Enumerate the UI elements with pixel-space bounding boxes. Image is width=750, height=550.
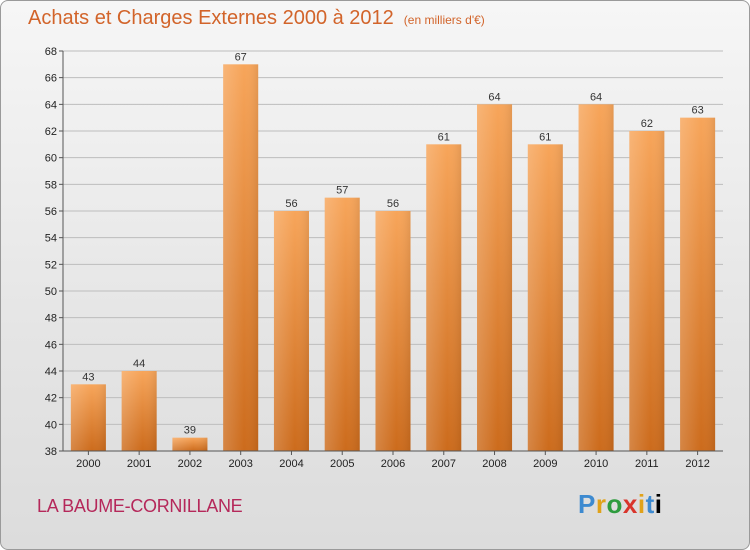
y-tick-label: 44: [45, 366, 57, 378]
data-label: 61: [438, 131, 450, 143]
x-tick-label: 2008: [482, 458, 506, 470]
brand-logo: Proxiti: [578, 489, 662, 520]
bar-highlight: [426, 144, 462, 452]
bar-highlight: [172, 437, 208, 451]
x-tick-label: 2003: [228, 458, 252, 470]
data-label: 62: [641, 118, 653, 130]
y-tick-label: 64: [45, 99, 57, 111]
x-tick-label: 2012: [685, 458, 709, 470]
y-tick-label: 46: [45, 339, 57, 351]
bar-highlight: [121, 371, 157, 451]
bar-highlight: [629, 131, 665, 451]
bar-highlight: [273, 211, 309, 451]
data-label: 61: [539, 131, 551, 143]
y-tick-label: 42: [45, 393, 57, 405]
y-tick-label: 56: [45, 206, 57, 218]
brand-letter: o: [606, 489, 623, 519]
x-tick-label: 2004: [279, 458, 303, 470]
chart-title-text: Achats et Charges Externes 2000 à 2012: [28, 7, 394, 29]
brand-letter: x: [622, 489, 638, 519]
y-tick-label: 54: [45, 233, 57, 245]
y-tick-label: 58: [45, 179, 57, 191]
brand-letter: i: [637, 489, 646, 519]
data-label: 43: [82, 371, 94, 383]
bar-highlight: [527, 144, 563, 452]
y-tick-label: 40: [45, 419, 57, 431]
chart-title: Achats et Charges Externes 2000 à 2012 (e…: [28, 7, 485, 30]
data-label: 56: [387, 198, 399, 210]
y-tick-label: 68: [45, 46, 57, 58]
y-tick-label: 60: [45, 153, 57, 165]
bar-highlight: [477, 104, 513, 451]
y-tick-label: 52: [45, 259, 57, 271]
x-tick-label: 2001: [127, 458, 151, 470]
bar-highlight: [578, 104, 614, 451]
x-tick-label: 2000: [76, 458, 100, 470]
brand-letter: P: [578, 489, 596, 519]
brand-letter: i: [654, 489, 663, 519]
bar-highlight: [680, 117, 716, 452]
axes: 38 40 42 44 46 48 50 52 54 56 58 60 62 64 66 68 2000 2001…: [45, 46, 723, 470]
x-tick-label: 2011: [635, 458, 659, 470]
x-tick-label: 2007: [432, 458, 456, 470]
place-name: LA BAUME-CORNILLANE: [37, 496, 243, 516]
brand-letter: r: [595, 489, 607, 519]
data-label: 64: [590, 91, 602, 103]
x-tick-label: 2009: [533, 458, 557, 470]
y-tick-label: 38: [45, 446, 57, 458]
bar-highlight: [324, 197, 360, 451]
y-tick-label: 62: [45, 126, 57, 138]
data-label: 44: [133, 358, 145, 370]
data-label: 56: [285, 198, 297, 210]
x-tick-label: 2010: [584, 458, 608, 470]
bar-highlight: [70, 384, 106, 451]
y-tick-label: 66: [45, 73, 57, 85]
bar-highlight: [375, 211, 411, 451]
data-label: 67: [235, 51, 247, 63]
data-label: 64: [488, 91, 500, 103]
data-label: 39: [184, 425, 196, 437]
y-tick-label: 48: [45, 313, 57, 325]
x-tick-label: 2006: [381, 458, 405, 470]
bar-highlight: [223, 64, 259, 452]
x-tick-label: 2005: [330, 458, 354, 470]
brand-letter: t: [645, 489, 655, 519]
data-label: 63: [691, 105, 703, 117]
bars: 43 44 39 67 56 57 56 61 64 61 64 62 63: [70, 51, 716, 452]
y-tick-label: 50: [45, 286, 57, 298]
chart-unit: (en milliers d'€): [403, 13, 485, 27]
x-tick-label: 2002: [178, 458, 202, 470]
data-label: 57: [336, 185, 348, 197]
